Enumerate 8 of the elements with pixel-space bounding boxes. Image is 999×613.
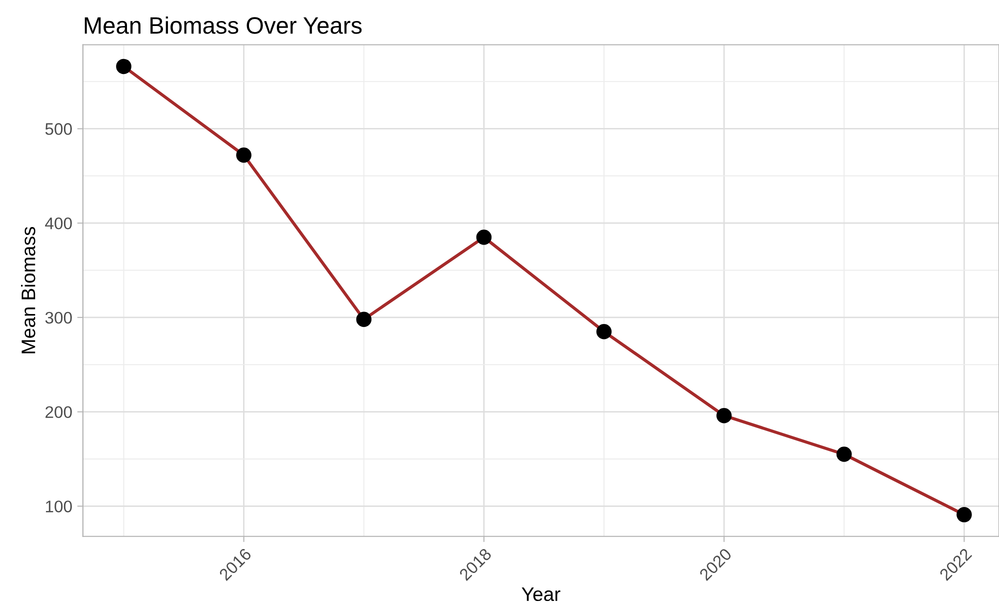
y-axis-title: Mean Biomass [21,226,36,354]
y-tick-label: 100 [46,500,72,512]
y-tick-label: 300 [45,312,72,324]
y-tick-label: 400 [45,217,72,230]
chart-title: Mean Biomass Over Years [84,16,362,34]
y-tick-label: 500 [45,123,72,135]
y-tick-label: 200 [46,406,72,418]
x-axis-title: Year [522,587,560,602]
